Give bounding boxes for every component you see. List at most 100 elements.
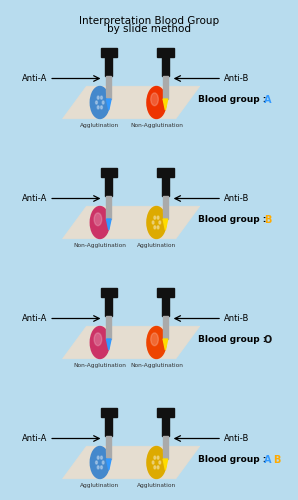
Bar [105,177,112,196]
Circle shape [102,101,104,104]
Circle shape [99,88,102,94]
Text: A: A [264,95,271,105]
Bar [106,196,111,219]
Text: by slide method: by slide method [107,24,191,34]
Circle shape [100,106,103,109]
Polygon shape [63,326,200,359]
Polygon shape [63,86,200,118]
Circle shape [150,216,153,221]
Circle shape [96,461,97,464]
Circle shape [91,462,95,468]
Circle shape [158,468,161,473]
Circle shape [154,226,156,229]
Text: Non-Agglutination: Non-Agglutination [130,362,183,368]
Circle shape [100,466,103,469]
Circle shape [90,446,109,478]
Bar [163,76,168,99]
Text: Anti-B: Anti-B [224,314,249,323]
Text: Non-Agglutination: Non-Agglutination [73,362,126,368]
Text: B: B [273,455,280,465]
Circle shape [97,466,99,469]
Circle shape [101,468,104,473]
Circle shape [96,452,98,456]
Text: Agglutination: Agglutination [80,122,119,128]
Bar [157,408,174,417]
Circle shape [148,222,152,228]
Bar [157,168,174,177]
Circle shape [157,456,159,460]
Text: Anti-A: Anti-A [22,194,48,203]
Text: O: O [264,335,272,345]
Polygon shape [163,99,168,110]
Text: Anti-A: Anti-A [22,314,48,323]
Text: Anti-B: Anti-B [224,74,249,83]
Circle shape [151,228,154,232]
Circle shape [156,208,159,214]
Circle shape [99,448,102,454]
Circle shape [151,93,158,106]
Text: Blood group :: Blood group : [198,96,270,104]
Circle shape [102,452,106,458]
Polygon shape [106,219,111,230]
Circle shape [97,96,99,100]
Text: Non-Agglutination: Non-Agglutination [130,122,183,128]
Circle shape [159,212,162,218]
Text: Agglutination: Agglutination [80,482,119,488]
Text: Agglutination: Agglutination [137,482,176,488]
Circle shape [97,469,101,476]
Circle shape [102,92,106,98]
Circle shape [147,326,166,358]
Bar [106,76,111,99]
Bar [163,196,168,219]
Circle shape [154,216,156,220]
Circle shape [151,468,154,472]
Circle shape [160,458,164,464]
Circle shape [160,218,164,224]
Circle shape [100,96,103,100]
Circle shape [103,98,107,104]
Circle shape [156,448,159,454]
Bar [105,417,112,436]
Polygon shape [63,206,200,238]
Text: Non-Agglutination: Non-Agglutination [73,242,126,248]
Text: Anti-B: Anti-B [224,434,249,443]
Text: Interpretation Blood Group: Interpretation Blood Group [79,16,219,26]
Circle shape [94,108,97,112]
Text: A: A [264,455,271,465]
Polygon shape [63,446,200,479]
Circle shape [100,456,103,460]
Bar [105,297,112,316]
Circle shape [152,221,154,224]
Circle shape [93,456,96,461]
Circle shape [159,221,161,224]
Circle shape [97,109,101,116]
Circle shape [97,456,99,460]
Bar [105,57,112,76]
Bar [100,408,117,417]
Polygon shape [106,459,111,470]
Circle shape [94,213,102,226]
Text: B: B [264,215,271,225]
Bar [106,436,111,459]
Circle shape [162,466,164,469]
Text: Anti-A: Anti-A [22,434,48,443]
Bar [162,57,169,76]
Circle shape [157,216,159,220]
Polygon shape [163,459,168,470]
Circle shape [159,461,161,464]
Circle shape [154,469,158,476]
Text: Agglutination: Agglutination [137,242,176,248]
Text: Anti-A: Anti-A [22,74,48,83]
Circle shape [102,461,104,464]
Circle shape [152,461,154,464]
Circle shape [147,86,166,118]
Circle shape [158,228,161,234]
Bar [157,288,174,297]
Polygon shape [163,219,168,230]
Circle shape [157,466,159,469]
Circle shape [147,446,166,478]
Circle shape [157,226,159,229]
Circle shape [103,458,107,464]
Bar [157,48,174,57]
Circle shape [150,456,153,461]
